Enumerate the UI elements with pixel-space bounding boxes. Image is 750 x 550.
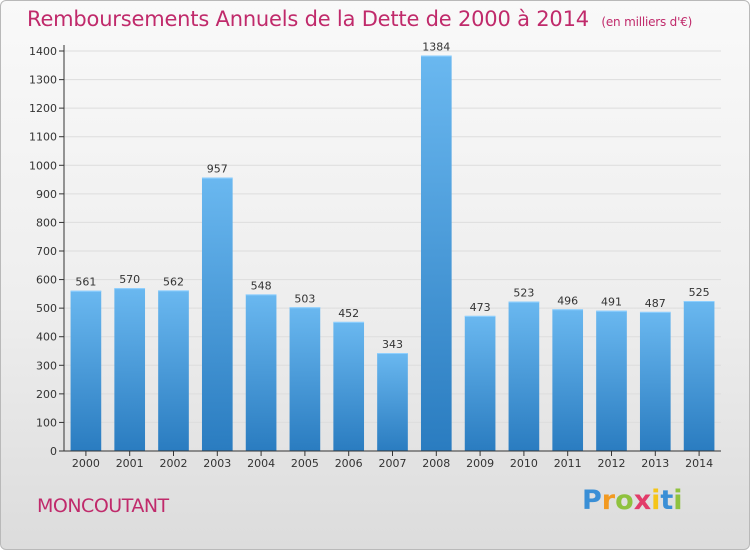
y-tick-label: 400: [36, 331, 57, 344]
x-tick-label-2008: 2008: [422, 457, 450, 470]
y-tick-label: 1000: [29, 159, 57, 172]
bar-2014: [683, 301, 715, 451]
logo-letter: x: [633, 485, 652, 516]
x-tick-label-2002: 2002: [160, 457, 188, 470]
logo-letter: t: [660, 485, 674, 516]
x-tick-label-2007: 2007: [379, 457, 407, 470]
bar-2013: [639, 311, 671, 451]
data-label-2010: 523: [513, 287, 534, 300]
data-label-2005: 503: [294, 292, 315, 305]
data-label-2009: 473: [470, 301, 491, 314]
bar-2005: [289, 307, 321, 451]
logo-letter: i: [673, 485, 683, 516]
y-tick-label: 300: [36, 359, 57, 372]
y-tick-label: 0: [50, 445, 57, 458]
bar-2008: [420, 55, 452, 451]
x-tick-label-2004: 2004: [247, 457, 275, 470]
bar-2010: [508, 301, 540, 451]
bar-2003: [201, 177, 233, 452]
x-tick-label-2010: 2010: [510, 457, 538, 470]
x-tick-label-2009: 2009: [466, 457, 494, 470]
labels: 0 100 200 300 400 500 600 700 800 900 1000 1100 1200…: [29, 41, 713, 470]
data-label-2004: 548: [251, 279, 272, 292]
bar-2009: [464, 315, 496, 451]
bar-2004: [245, 294, 277, 451]
x-tick-label-2005: 2005: [291, 457, 319, 470]
y-tick-label: 1400: [29, 45, 57, 58]
y-tick-label: 200: [36, 388, 57, 401]
y-tick-label: 1200: [29, 102, 57, 115]
data-label-2002: 562: [163, 275, 184, 288]
bar-2012: [596, 310, 627, 451]
bar-2011: [552, 309, 584, 451]
chart-title: Remboursements Annuels de la Dette de 20…: [27, 7, 692, 31]
data-label-2011: 496: [557, 294, 578, 307]
data-label-2007: 343: [382, 338, 403, 351]
logo-letter: i: [651, 485, 661, 516]
y-tick-label: 700: [36, 245, 57, 258]
bar-2007: [377, 353, 408, 451]
x-tick-label-2001: 2001: [116, 457, 144, 470]
data-label-2001: 570: [119, 273, 140, 286]
data-label-2013: 487: [645, 297, 666, 310]
logo-letter: r: [601, 485, 616, 516]
commune-name: MONCOUTANT: [37, 495, 169, 517]
data-label-2014: 525: [689, 286, 710, 299]
x-tick-label-2000: 2000: [72, 457, 100, 470]
logo-letter: o: [615, 485, 634, 516]
y-tick-label: 1300: [29, 74, 57, 87]
y-tick-label: 600: [36, 274, 57, 287]
data-label-2012: 491: [601, 296, 622, 309]
data-label-2000: 561: [75, 276, 96, 289]
x-tick-label-2012: 2012: [598, 457, 626, 470]
y-tick-label: 900: [36, 188, 57, 201]
y-tick-label: 800: [36, 216, 57, 229]
x-tick-label-2014: 2014: [685, 457, 713, 470]
chart-subtitle: (en milliers d'€): [601, 15, 693, 29]
x-tick-label-2013: 2013: [641, 457, 669, 470]
bar-2002: [158, 290, 189, 451]
data-label-2006: 452: [338, 307, 359, 320]
bar-2006: [333, 321, 365, 451]
bars: [70, 55, 715, 452]
logo-letter: P: [582, 485, 602, 516]
y-tick-label: 500: [36, 302, 57, 315]
x-tick-label-2011: 2011: [554, 457, 582, 470]
data-label-2008: 1384: [422, 41, 450, 54]
y-tick-label: 100: [36, 416, 57, 429]
x-tick-label-2003: 2003: [203, 457, 231, 470]
x-tick-label-2006: 2006: [335, 457, 363, 470]
y-tick-label: 1100: [29, 131, 57, 144]
data-label-2003: 957: [207, 163, 228, 176]
bar-2000: [70, 290, 102, 451]
axes: [59, 45, 721, 456]
bar-2001: [114, 288, 146, 451]
chart-title-text: Remboursements Annuels de la Dette de 20…: [27, 7, 589, 31]
proxiti-logo: Proxiti: [582, 487, 683, 514]
